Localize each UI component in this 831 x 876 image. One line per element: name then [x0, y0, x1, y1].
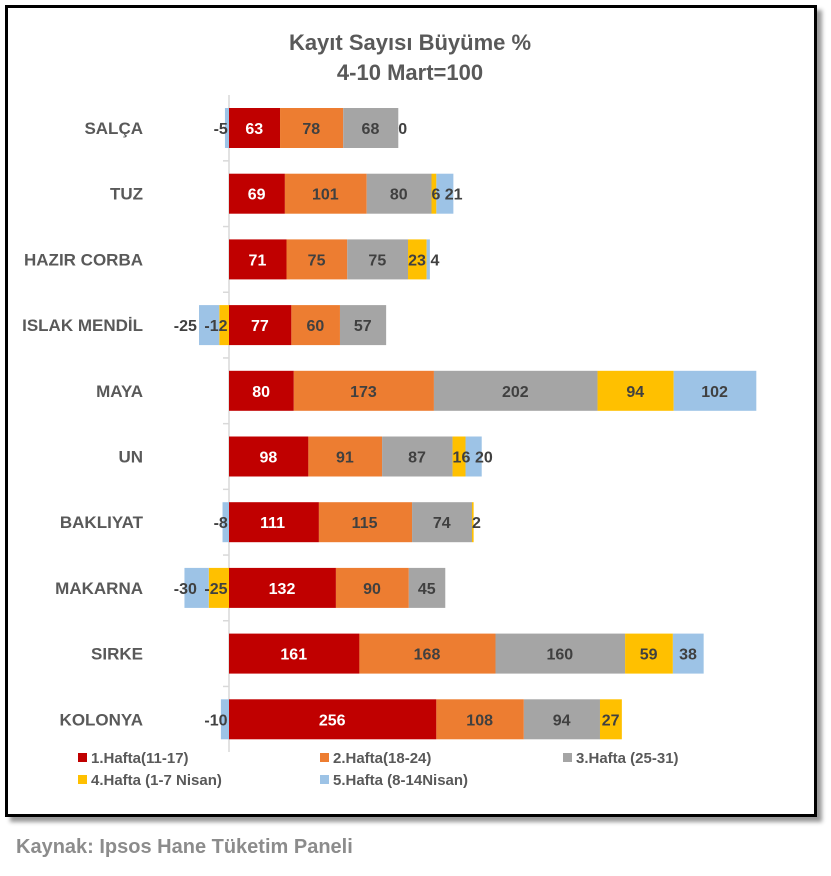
category-label: MAYA: [96, 382, 143, 401]
data-label: 75: [368, 252, 386, 269]
data-label: 78: [302, 121, 320, 138]
legend-swatch: [320, 775, 329, 784]
data-label: -10: [204, 712, 227, 729]
data-label: 160: [546, 647, 573, 664]
legend-swatch: [320, 753, 329, 762]
legend-swatch: [78, 753, 87, 762]
category-label: SALÇA: [84, 119, 143, 138]
category-label: ISLAK MENDİL: [22, 316, 143, 335]
data-label: -12: [204, 318, 227, 335]
chart-title: Kayıt Sayısı Büyüme %: [289, 30, 531, 55]
legend-label: 4.Hafta (1-7 Nisan): [91, 772, 222, 789]
data-label: 77: [251, 318, 269, 335]
data-label: 98: [259, 450, 277, 467]
data-label: 101: [312, 187, 339, 204]
category-label: SIRKE: [91, 645, 143, 664]
data-label: 20: [475, 450, 493, 467]
category-label: KOLONYA: [60, 710, 143, 729]
data-label: 94: [626, 384, 644, 401]
data-label: 90: [363, 581, 381, 598]
data-label: 57: [354, 318, 372, 335]
data-label: 68: [362, 121, 380, 138]
legend-swatch: [78, 775, 87, 784]
legend-swatch: [563, 753, 572, 762]
data-label: 74: [433, 515, 451, 532]
legend-label: 3.Hafta (25-31): [576, 750, 679, 767]
data-label: 115: [352, 515, 378, 532]
data-label: -30: [174, 581, 197, 598]
data-label: 80: [252, 384, 270, 401]
data-label: 94: [553, 712, 571, 729]
data-label: -25: [174, 318, 197, 335]
legend-label: 1.Hafta(11-17): [91, 750, 189, 767]
data-label: 173: [350, 384, 377, 401]
data-label: 75: [308, 252, 326, 269]
data-label: 6: [432, 187, 441, 204]
data-label: 80: [390, 187, 408, 204]
data-label: 108: [466, 712, 493, 729]
data-label: 38: [679, 647, 697, 664]
data-label: 2: [472, 515, 481, 532]
category-label: UN: [118, 448, 143, 467]
data-label: -5: [214, 121, 228, 138]
data-label: 102: [701, 384, 728, 401]
category-label: HAZIR CORBA: [24, 250, 143, 269]
legend-label: 5.Hafta (8-14Nisan): [333, 772, 468, 789]
data-label: 202: [502, 384, 529, 401]
data-label: 45: [418, 581, 436, 598]
data-label: 132: [269, 581, 296, 598]
data-label: 0: [398, 121, 407, 138]
data-label: 16: [453, 450, 471, 467]
data-label: 91: [336, 450, 354, 467]
data-label: 168: [414, 647, 441, 664]
data-label: 87: [408, 450, 426, 467]
data-label: 69: [248, 187, 266, 204]
data-label: 111: [260, 515, 285, 532]
data-label: 256: [319, 712, 346, 729]
source-note: Kaynak: Ipsos Hane Tüketim Paneli: [16, 836, 353, 859]
data-label: -25: [204, 581, 227, 598]
chart-subtitle: 4-10 Mart=100: [337, 60, 483, 85]
data-label: 63: [245, 121, 263, 138]
data-label: 60: [306, 318, 324, 335]
data-label: 27: [602, 712, 620, 729]
data-label: -8: [214, 515, 228, 532]
legend-label: 2.Hafta(18-24): [333, 750, 431, 767]
data-label: 71: [249, 252, 267, 269]
category-label: MAKARNA: [55, 579, 143, 598]
data-label: 59: [640, 647, 658, 664]
data-label: 23: [408, 252, 426, 269]
bar-segment: [427, 239, 430, 279]
category-label: BAKLIYAT: [60, 513, 144, 532]
category-label: TUZ: [110, 185, 143, 204]
data-label: 161: [280, 647, 307, 664]
data-label: 21: [445, 187, 463, 204]
data-label: 4: [431, 252, 440, 269]
